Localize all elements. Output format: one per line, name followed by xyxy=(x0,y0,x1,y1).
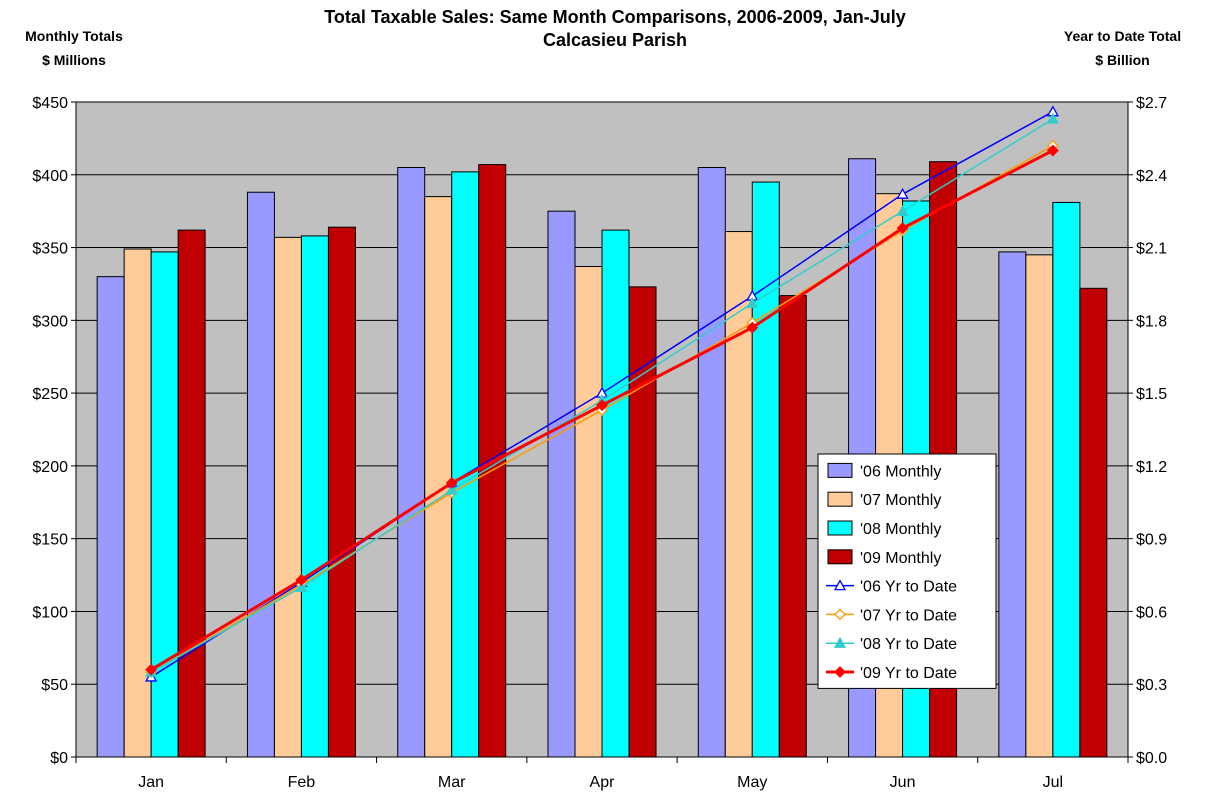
x-tick-label: Jul xyxy=(1043,774,1063,791)
ytd-marker xyxy=(445,483,458,495)
x-tick-label: Feb xyxy=(288,774,316,791)
legend-label: '07 Monthly xyxy=(860,492,941,509)
legend-label: '09 Yr to Date xyxy=(860,665,957,682)
chart-subtitle: Calcasieu Parish xyxy=(542,30,688,50)
x-tick-label: Jan xyxy=(138,774,164,791)
legend-marker xyxy=(833,636,847,648)
ytd-marker xyxy=(896,222,909,235)
legend-label: '08 Monthly xyxy=(860,521,941,538)
bar xyxy=(327,226,356,758)
legend-marker xyxy=(833,579,847,591)
bar xyxy=(778,295,807,758)
legend-label: '08 Yr to Date xyxy=(860,636,957,653)
bar xyxy=(1052,201,1081,758)
right-tick-label: $1.2 xyxy=(1136,459,1167,476)
ytd-marker xyxy=(746,321,759,334)
bar xyxy=(751,181,780,758)
ytd-marker xyxy=(295,580,308,592)
legend-label: '07 Yr to Date xyxy=(860,607,957,624)
bar xyxy=(424,196,453,758)
legend-marker xyxy=(834,608,846,621)
left-tick-label: $450 xyxy=(32,95,68,112)
bar xyxy=(628,286,657,758)
bar xyxy=(1025,254,1054,758)
x-tick-label: May xyxy=(737,774,767,791)
bar xyxy=(246,191,275,758)
left-tick-label: $50 xyxy=(41,677,68,694)
bar xyxy=(547,210,576,758)
legend-swatch xyxy=(827,462,853,478)
bar xyxy=(96,276,125,758)
bar xyxy=(1079,287,1108,758)
right-tick-label: $0.0 xyxy=(1136,750,1167,767)
bar xyxy=(397,167,426,758)
legend-label: '06 Yr to Date xyxy=(860,579,957,596)
left-tick-label: $150 xyxy=(32,532,68,549)
legend-label: '09 Monthly xyxy=(860,550,941,567)
legend-marker xyxy=(834,666,846,678)
right-tick-label: $0.3 xyxy=(1136,677,1167,694)
ytd-marker xyxy=(746,297,759,309)
bar xyxy=(177,229,206,758)
bar xyxy=(300,235,329,758)
ytd-marker xyxy=(896,204,909,216)
ytd-marker xyxy=(295,573,308,586)
bar xyxy=(724,231,753,758)
right-tick-label: $1.5 xyxy=(1136,386,1167,403)
ytd-marker xyxy=(1046,112,1059,124)
left-tick-label: $100 xyxy=(32,604,68,621)
left-tick-label: $250 xyxy=(32,386,68,403)
bar xyxy=(451,171,480,758)
ytd-marker xyxy=(445,476,458,489)
right-tick-label: $2.7 xyxy=(1136,95,1167,112)
bar xyxy=(273,236,302,758)
legend-label: '06 Monthly xyxy=(860,463,941,480)
x-tick-label: Jun xyxy=(890,774,916,791)
plot-border xyxy=(75,101,1129,758)
right-axis-label-line2: $ Billion xyxy=(1095,52,1150,68)
legend-swatch xyxy=(827,520,853,536)
legend-box xyxy=(817,453,997,689)
right-axis-label: Year to Date Total $ Billion xyxy=(1040,24,1205,72)
left-tick-label: $350 xyxy=(32,241,68,258)
bar xyxy=(998,251,1027,758)
chart-title-main: Total Taxable Sales: Same Month Comparis… xyxy=(324,7,906,27)
chart-title: Total Taxable Sales: Same Month Comparis… xyxy=(200,6,1030,52)
right-tick-label: $0.6 xyxy=(1136,604,1167,621)
left-tick-label: $300 xyxy=(32,313,68,330)
left-tick-label: $0 xyxy=(50,750,68,767)
bar xyxy=(697,167,726,758)
bar xyxy=(601,229,630,758)
legend-swatch xyxy=(827,491,853,507)
right-axis-label-line1: Year to Date Total xyxy=(1063,28,1182,44)
left-tick-label: $400 xyxy=(32,168,68,185)
left-axis-label: Monthly Totals $ Millions xyxy=(4,24,144,72)
ytd-marker xyxy=(1046,144,1059,157)
left-axis-label-line1: Monthly Totals xyxy=(25,28,123,44)
ytd-marker xyxy=(596,399,608,412)
x-tick-label: Mar xyxy=(438,774,466,791)
right-tick-label: $2.1 xyxy=(1136,241,1167,258)
x-tick-label: Apr xyxy=(590,774,616,791)
bar xyxy=(574,265,603,758)
ytd-marker xyxy=(145,663,158,676)
ytd-marker xyxy=(896,187,909,199)
legend-swatch xyxy=(827,549,853,565)
right-tick-label: $1.8 xyxy=(1136,313,1167,330)
left-axis-label-line2: $ Millions xyxy=(42,52,106,68)
left-tick-label: $200 xyxy=(32,459,68,476)
right-tick-label: $0.9 xyxy=(1136,532,1167,549)
right-tick-label: $2.4 xyxy=(1136,168,1167,185)
